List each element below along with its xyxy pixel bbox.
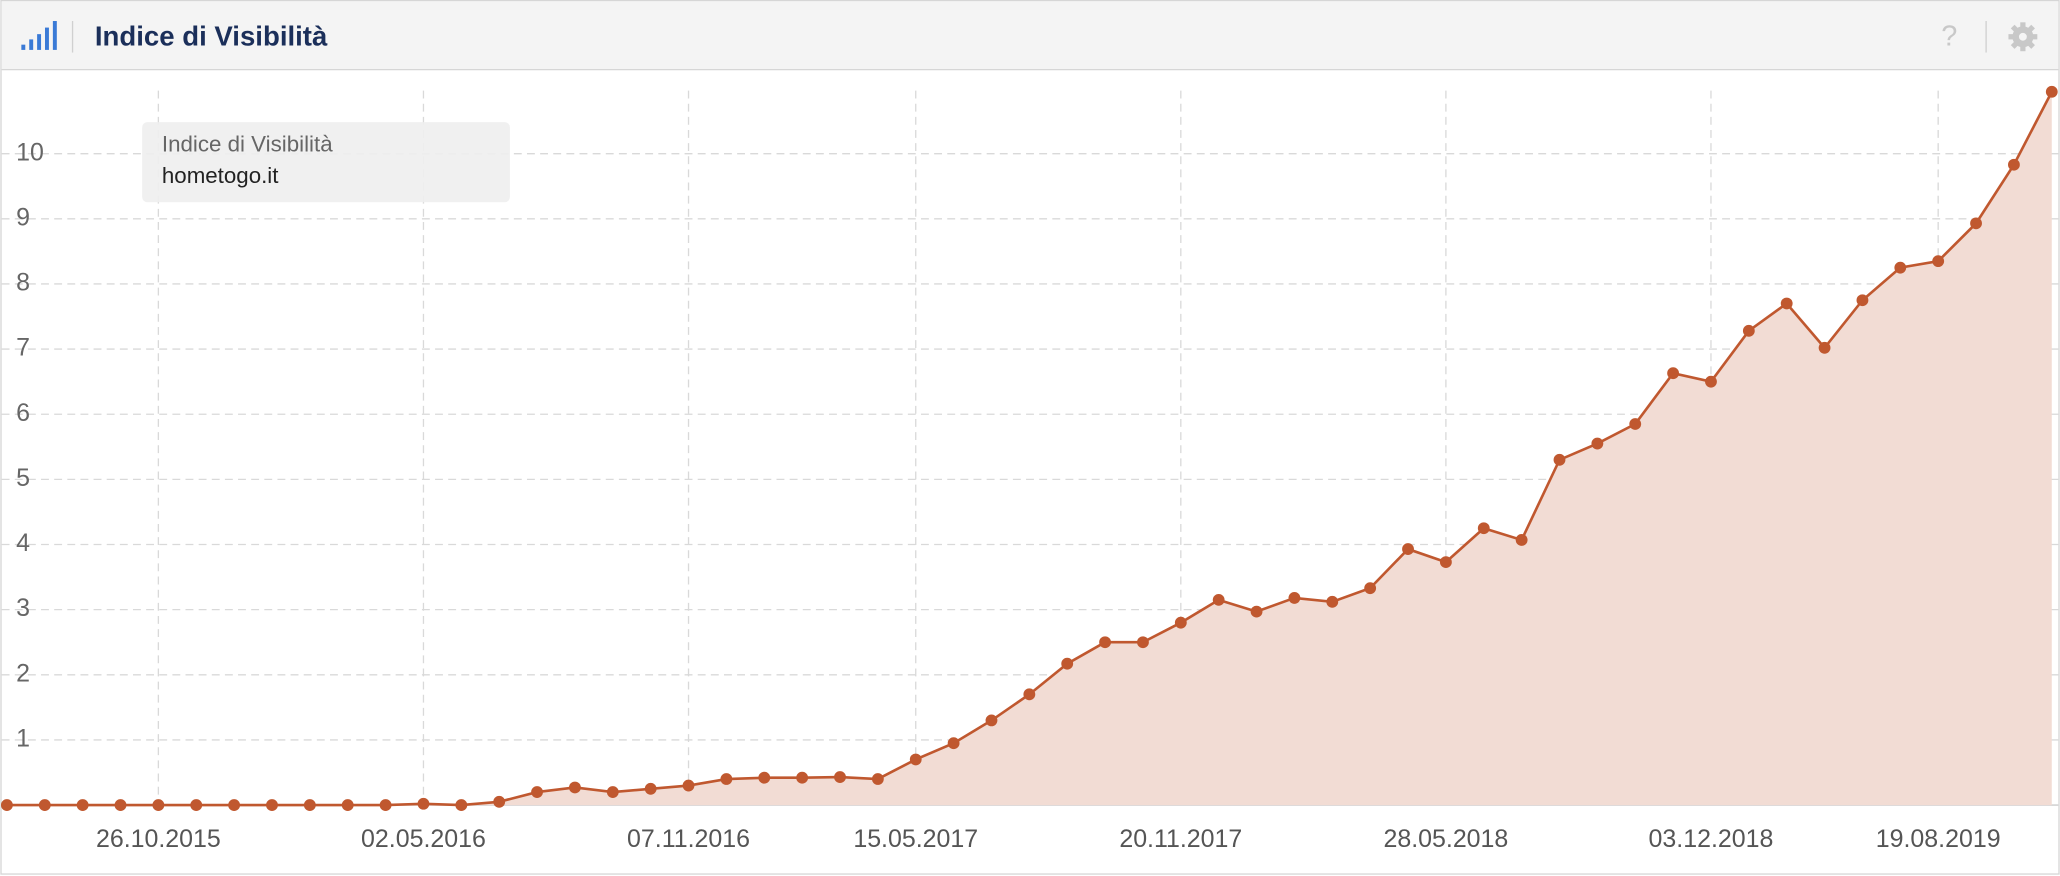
point (1932, 255, 1945, 268)
y-tick-label: 4 (16, 529, 30, 557)
y-tick-label: 9 (16, 203, 30, 231)
point (1515, 534, 1528, 546)
point (266, 799, 278, 811)
y-tick-label: 2 (16, 659, 30, 687)
point (493, 795, 506, 808)
point (1439, 556, 1452, 569)
y-tick-label: 8 (16, 269, 30, 297)
point (0, 799, 13, 811)
point (834, 771, 846, 783)
point (606, 786, 619, 798)
point (228, 799, 241, 811)
y-tick-label: 10 (16, 138, 44, 166)
point (455, 799, 468, 811)
point (569, 781, 581, 794)
point (1477, 522, 1490, 535)
point (1970, 217, 1982, 230)
point (190, 799, 203, 811)
point (531, 786, 543, 798)
point (417, 797, 430, 810)
point (1402, 543, 1414, 555)
point (682, 779, 695, 792)
point (1364, 582, 1377, 595)
point (2045, 85, 2058, 98)
point (1667, 367, 1680, 380)
point (1780, 297, 1793, 310)
point (1705, 375, 1717, 388)
point (1742, 324, 1755, 337)
point (871, 773, 884, 785)
y-tick-label: 7 (16, 334, 30, 362)
point (909, 753, 922, 766)
point (1591, 437, 1604, 450)
legend-entry: hometogo.it (162, 163, 279, 188)
point (1629, 418, 1642, 430)
point (796, 771, 809, 784)
point (758, 771, 771, 784)
area-fill (6, 91, 2052, 806)
y-tick-label: 3 (16, 594, 30, 622)
x-tick-label: 15.05.2017 (853, 825, 978, 853)
x-tick-label: 19.08.2019 (1876, 825, 2001, 853)
point (1856, 294, 1869, 307)
y-tick-label: 5 (16, 464, 30, 492)
legend-title: Indice di Visibilità (162, 132, 333, 157)
x-tick-label: 07.11.2016 (627, 825, 750, 853)
visibility-icon (21, 21, 57, 50)
point (303, 799, 316, 811)
point (1894, 261, 1907, 274)
help-button[interactable]: ? (1941, 21, 1957, 53)
x-tick-label: 02.05.2016 (361, 825, 486, 853)
point (1553, 453, 1566, 466)
point (1818, 341, 1831, 354)
point (720, 773, 733, 785)
point (1326, 595, 1339, 608)
point (985, 714, 998, 727)
point (947, 737, 960, 750)
point (379, 799, 392, 811)
legend-box (142, 122, 510, 203)
x-tick-label: 26.10.2015 (96, 825, 221, 853)
point (1174, 616, 1187, 629)
header-bar (1, 1, 2059, 70)
point (644, 782, 657, 795)
x-tick-label: 28.05.2018 (1383, 825, 1508, 853)
point (76, 799, 89, 811)
point (1023, 688, 1036, 701)
x-tick-label: 20.11.2017 (1119, 825, 1242, 853)
point (152, 799, 165, 811)
point (1137, 636, 1149, 649)
settings-button[interactable] (2008, 22, 2038, 52)
point (114, 799, 127, 811)
x-tick-label: 03.12.2018 (1649, 825, 1774, 853)
point (1061, 657, 1074, 670)
point (38, 799, 51, 811)
widget-title: Indice di Visibilità (95, 20, 328, 51)
point (1288, 592, 1301, 604)
y-tick-label: 1 (16, 725, 30, 753)
point (1212, 593, 1225, 606)
point (341, 799, 354, 811)
y-tick-label: 6 (16, 399, 30, 427)
point (1099, 636, 1111, 649)
point (1250, 605, 1263, 618)
point (2008, 158, 2020, 171)
